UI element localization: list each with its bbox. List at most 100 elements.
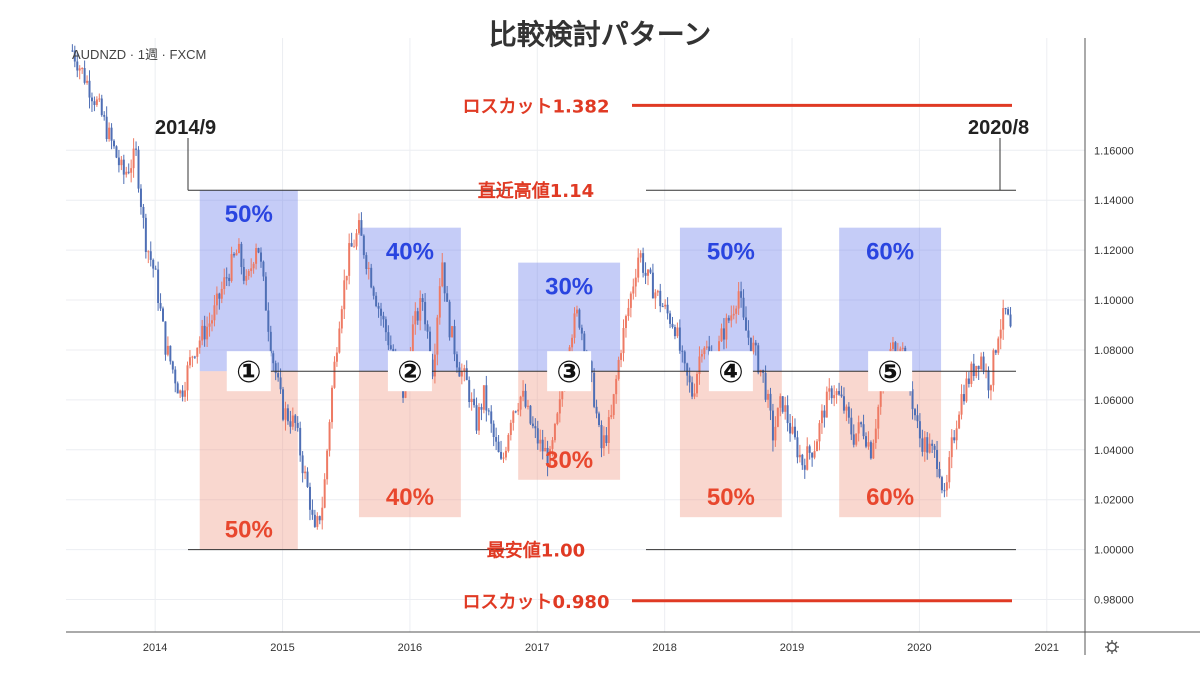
candle-body: [485, 385, 488, 411]
candle-body: [90, 97, 93, 102]
candle-body: [181, 390, 184, 397]
candle-body: [615, 378, 618, 395]
candle-body: [387, 332, 390, 346]
zone-upper-box: [199, 190, 298, 372]
candle-body: [551, 440, 554, 449]
candle-body: [571, 337, 574, 348]
candle-body: [130, 168, 133, 173]
candle-body: [541, 439, 544, 452]
candle-body: [495, 437, 498, 442]
candle-body: [113, 140, 116, 147]
candle-body: [730, 315, 733, 321]
candle-body: [962, 394, 965, 402]
candle-body: [203, 325, 206, 340]
y-tick-label: 0.98000: [1094, 595, 1134, 607]
settings-gear-icon[interactable]: [1105, 640, 1119, 654]
candle-body: [289, 421, 292, 427]
candle-body: [742, 297, 745, 318]
candle-body: [179, 390, 182, 394]
candle-body: [296, 422, 299, 428]
candle-body: [242, 267, 245, 281]
candle-body: [661, 306, 664, 308]
candle-body: [803, 465, 806, 470]
candle-body: [789, 423, 792, 434]
candle-body: [220, 288, 223, 299]
candle-body: [73, 50, 76, 62]
candle-body: [693, 393, 696, 397]
candle-body: [157, 269, 160, 304]
candle-body: [808, 446, 811, 453]
level-lines: [187, 103, 1016, 603]
candle-body: [732, 313, 735, 316]
upper-percent-label: 50%: [707, 239, 755, 266]
y-tick-label: 1.08000: [1094, 345, 1134, 357]
candle-body: [664, 304, 667, 307]
grid: [66, 38, 1085, 632]
candle-body: [502, 457, 505, 459]
candle-body: [575, 309, 578, 314]
candle-body: [492, 423, 495, 438]
y-tick-label: 1.12000: [1094, 245, 1134, 257]
zone-number: ②: [397, 355, 422, 390]
candle-body: [458, 367, 461, 377]
candle-body: [191, 356, 194, 358]
candle-body: [931, 443, 934, 446]
candle-body: [578, 309, 581, 328]
candle-body: [117, 157, 120, 166]
candle-body: [250, 268, 253, 272]
candle-body: [137, 149, 140, 189]
candle-body: [656, 290, 659, 293]
candle-body: [206, 326, 209, 340]
candle-body: [286, 408, 289, 422]
candle-body: [612, 394, 615, 416]
price-series: [71, 44, 1012, 530]
candle-body: [335, 352, 338, 362]
x-tick-label: 2016: [398, 642, 422, 654]
chart-title: 比較検討パターン: [489, 18, 712, 51]
level-label: ロスカット0.980: [463, 592, 610, 613]
candle-body: [240, 243, 243, 268]
candle-body: [659, 290, 662, 307]
y-tick-label: 1.14000: [1094, 195, 1134, 207]
candle-body: [198, 340, 201, 348]
candle-body: [860, 422, 863, 425]
upper-percent-label: 50%: [225, 201, 273, 228]
y-tick-label: 1.00000: [1094, 545, 1134, 557]
candle-body: [436, 317, 439, 355]
candle-body: [162, 308, 165, 322]
candle-body: [823, 410, 826, 418]
candle-body: [531, 423, 534, 427]
candle-body: [936, 449, 939, 470]
candle-body: [727, 317, 730, 321]
candle-body: [343, 280, 346, 310]
candle-body: [720, 328, 723, 342]
candle-body: [100, 98, 103, 116]
candle-body: [558, 399, 561, 414]
candle-body: [233, 254, 236, 256]
candle-body: [277, 373, 280, 378]
candle-body: [132, 148, 135, 169]
candle-body: [184, 390, 187, 397]
candle-body: [916, 415, 919, 422]
candle-body: [83, 68, 86, 83]
candle-body: [622, 328, 625, 354]
candle-body: [546, 447, 549, 466]
candle-body: [512, 411, 515, 423]
candle-body: [779, 396, 782, 408]
level-label: 最安値1.00: [487, 540, 585, 562]
candle-body: [921, 438, 924, 452]
candle-body: [923, 437, 926, 452]
candle-body: [862, 424, 865, 437]
candle-body: [421, 298, 424, 302]
candle-body: [561, 389, 564, 400]
x-tick-label: 2015: [270, 642, 294, 654]
candle-body: [333, 361, 336, 388]
candle-body: [620, 353, 623, 360]
candle-body: [375, 295, 378, 307]
candle-body: [681, 350, 684, 352]
zone-lower-box: [199, 371, 298, 550]
candle-body: [88, 80, 91, 98]
candle-body: [279, 377, 282, 390]
candle-body: [93, 101, 96, 105]
